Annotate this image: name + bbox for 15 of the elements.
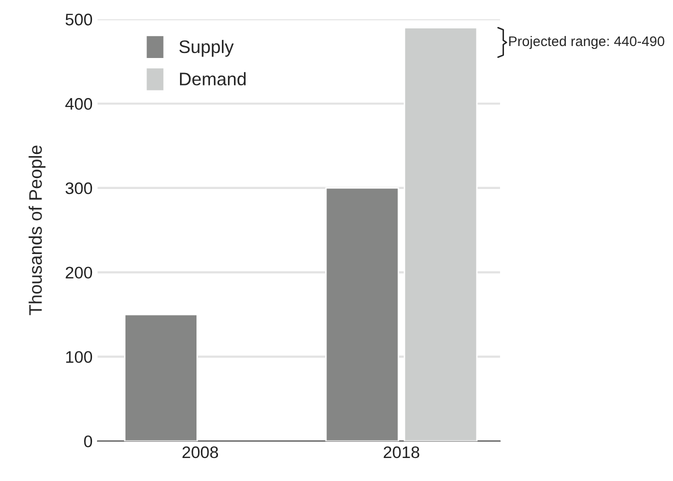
- y-tick-label: 300: [66, 182, 92, 194]
- y-tick-label: 100: [66, 351, 92, 363]
- legend-label: Supply: [179, 40, 234, 57]
- y-axis-title: Thousands of People: [28, 146, 46, 316]
- legend-label: Demand: [180, 72, 246, 86]
- bar: [404, 26, 478, 442]
- y-tick-label: 500: [66, 14, 92, 26]
- bar: [325, 187, 400, 442]
- y-tick-label: 400: [65, 98, 92, 110]
- x-tick-label: 2008: [182, 446, 218, 458]
- y-tick-label: 0: [84, 435, 92, 448]
- x-tick-label: 2018: [384, 446, 420, 458]
- bar: [124, 314, 198, 442]
- text: Projected range: 440-490: [509, 36, 664, 49]
- y-tick-label: 200: [66, 266, 92, 279]
